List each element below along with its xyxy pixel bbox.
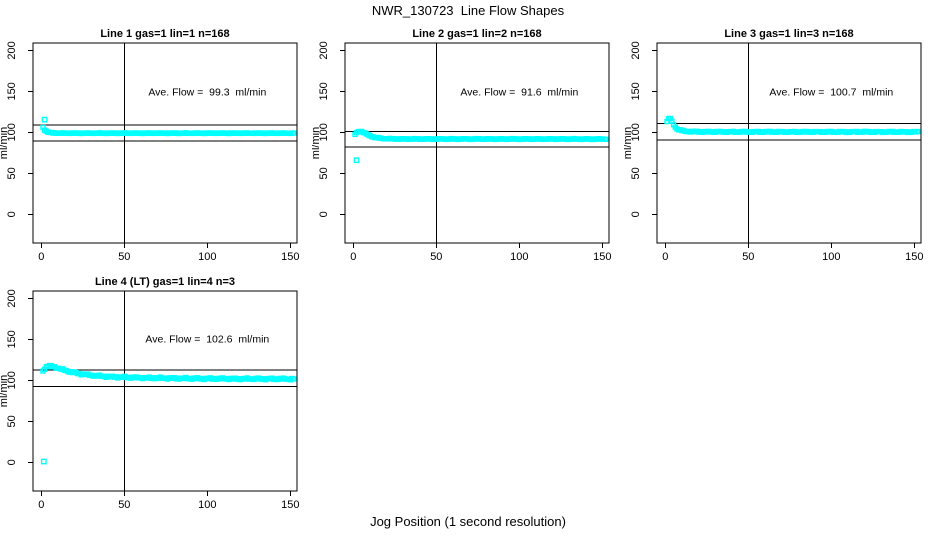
panel-title: Line 1 gas=1 lin=1 n=168	[100, 28, 229, 40]
y-axis-tick-label: 150	[6, 82, 18, 100]
y-axis-tick-label: 0	[318, 211, 330, 217]
x-axis-tick-label: 50	[742, 251, 754, 263]
panel-title: Line 2 gas=1 lin=2 n=168	[412, 28, 541, 40]
y-axis-title: ml/min	[0, 127, 10, 159]
x-axis-tick-label: 150	[281, 499, 299, 511]
data-point-marker	[291, 376, 297, 382]
plot-box	[656, 42, 922, 244]
x-axis-tick-label: 150	[281, 251, 299, 263]
plot-panel-1: Line 1 gas=1 lin=1 n=168 0 50 100 150 0 50 100 1…	[0, 28, 300, 263]
x-axis-tick-label: 100	[822, 251, 840, 263]
y-axis-tick-label: 0	[6, 459, 18, 465]
plot-box	[32, 42, 298, 244]
figure-title: NWR_130723 Line Flow Shapes	[371, 3, 565, 18]
x-axis-tick-label: 50	[430, 251, 442, 263]
y-axis-tick-label: 150	[6, 330, 18, 348]
outlier-point-marker	[41, 116, 48, 123]
x-axis-tick-label: 50	[118, 499, 130, 511]
y-axis-tick-label: 50	[318, 167, 330, 179]
panel-title: Line 3 gas=1 lin=3 n=168	[724, 28, 853, 40]
panel-title: Line 4 (LT) gas=1 lin=4 n=3	[95, 276, 235, 288]
y-axis-tick-label: 0	[6, 211, 18, 217]
x-axis-tick-label: 0	[38, 499, 44, 511]
y-axis-tick-label: 50	[630, 167, 642, 179]
y-axis-tick-label: 100	[6, 371, 18, 389]
ave-flow-annotation: Ave. Flow = 102.6 ml/min	[145, 334, 269, 346]
y-axis-tick-label: 200	[630, 41, 642, 59]
data-series	[664, 115, 921, 136]
x-axis-title: Jog Position (1 second resolution)	[370, 514, 566, 529]
y-axis-tick-label: 0	[630, 211, 642, 217]
y-axis-title: ml/min	[624, 127, 634, 159]
data-series	[40, 362, 297, 465]
ave-flow-annotation: Ave. Flow = 99.3 ml/min	[148, 86, 266, 98]
x-axis-tick-label: 0	[350, 251, 356, 263]
x-axis-tick-label: 100	[198, 251, 216, 263]
y-axis-tick-label: 200	[6, 289, 18, 307]
x-axis-tick-label: 0	[38, 251, 44, 263]
y-axis-tick-label: 200	[318, 41, 330, 59]
data-series	[40, 116, 297, 137]
plot-panel-3: Line 3 gas=1 lin=3 n=168 0 50 100 150 0 50 100 1…	[624, 28, 924, 263]
data-point-marker	[603, 136, 609, 143]
y-axis-tick-label: 150	[630, 82, 642, 100]
y-axis-tick-label: 100	[318, 123, 330, 141]
data-series	[352, 128, 609, 164]
outlier-point-marker	[40, 458, 47, 465]
y-axis-tick-label: 100	[630, 123, 642, 141]
plot-box	[344, 42, 610, 244]
x-axis-tick-label: 100	[510, 251, 528, 263]
x-axis-tick-label: 50	[118, 251, 130, 263]
plot-panel-2: Line 2 gas=1 lin=2 n=168 0 50 100 150 0 50 100 1…	[312, 28, 612, 263]
data-point-marker	[915, 128, 921, 135]
y-axis-tick-label: 150	[318, 82, 330, 100]
data-point-marker	[291, 130, 297, 136]
y-axis-tick-label: 50	[6, 415, 18, 427]
x-axis-tick-label: 150	[593, 251, 611, 263]
x-axis-tick-label: 100	[198, 499, 216, 511]
y-axis-title: ml/min	[312, 127, 322, 159]
outlier-point-marker	[353, 157, 360, 164]
x-axis-tick-label: 0	[662, 251, 668, 263]
plot-panel-4: Line 4 (LT) gas=1 lin=4 n=3 0 50 100 150 0 50 1…	[0, 276, 300, 511]
plot-box	[32, 290, 298, 492]
ave-flow-annotation: Ave. Flow = 91.6 ml/min	[460, 86, 578, 98]
y-axis-tick-label: 100	[6, 123, 18, 141]
y-axis-tick-label: 200	[6, 41, 18, 59]
x-axis-tick-label: 150	[905, 251, 923, 263]
y-axis-tick-label: 50	[6, 167, 18, 179]
y-axis-title: ml/min	[0, 375, 10, 407]
ave-flow-annotation: Ave. Flow = 100.7 ml/min	[769, 86, 893, 98]
